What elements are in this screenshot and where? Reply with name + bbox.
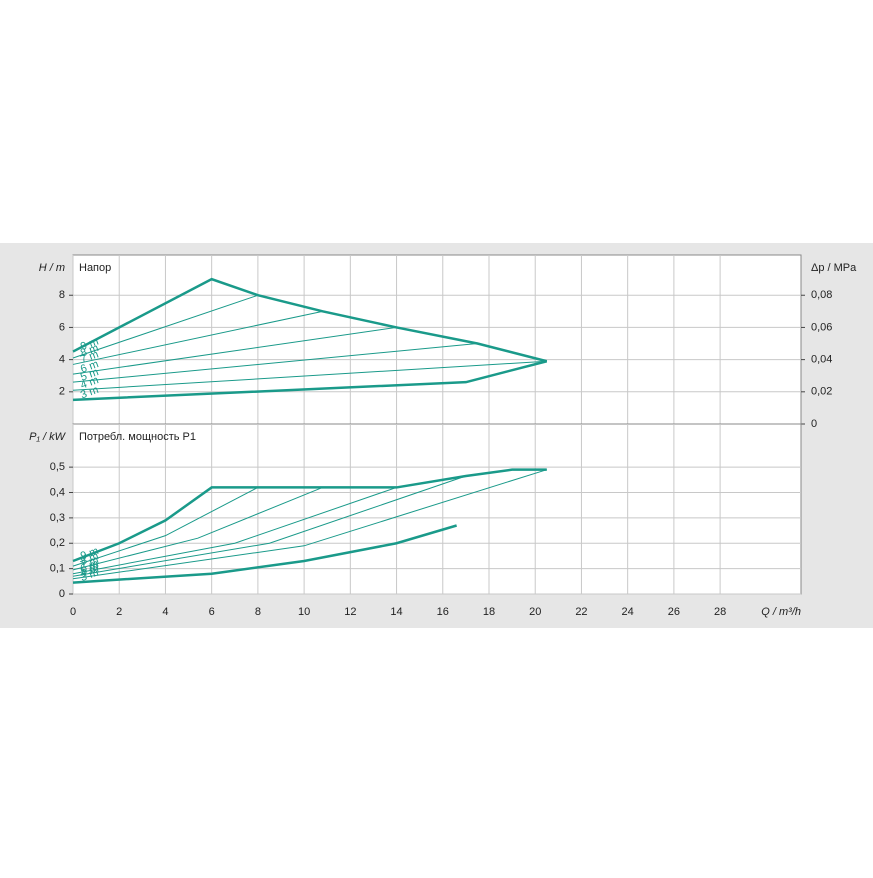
curve-label: 9 m: [79, 545, 100, 563]
curve: [72, 360, 547, 391]
curve-label: 5 m: [79, 560, 100, 578]
curve-label: 8 m: [79, 550, 100, 568]
curve: [72, 468, 547, 563]
curve: [72, 486, 323, 571]
y-axis-label: H / m: [39, 262, 65, 274]
x-tick-label: 28: [714, 606, 726, 618]
x-tick-label: 16: [437, 606, 449, 618]
plot-area: [72, 254, 802, 425]
y-tick-label: 4: [59, 354, 65, 366]
panel-title: Потребл. мощность P1: [79, 431, 196, 443]
y2-tick-label: 0,02: [811, 386, 832, 398]
curve: [72, 310, 323, 365]
y-tick-label: 0: [59, 588, 65, 600]
curve: [72, 360, 548, 402]
curve-label: 5 m: [79, 366, 100, 384]
curve: [72, 475, 467, 577]
y2-tick-label: 0,06: [811, 321, 832, 333]
curve-label: 3 m: [79, 384, 100, 402]
curve-label: 4 m: [79, 563, 100, 581]
y-tick-label: 0,5: [50, 461, 65, 473]
curve: [72, 343, 478, 383]
y-tick-label: 0,2: [50, 537, 65, 549]
x-tick-label: 8: [255, 606, 261, 618]
x-tick-label: 0: [70, 606, 76, 618]
x-tick-label: 6: [209, 606, 215, 618]
curve: [72, 326, 397, 375]
y-axis-label: P₁ / kW: [29, 431, 66, 443]
curve-label: 9 m: [79, 336, 100, 354]
x-axis-label: Q / m³/h: [761, 606, 801, 618]
y2-tick-label: 0,08: [811, 289, 832, 301]
curve-label: 7 m: [79, 554, 100, 572]
y-tick-label: 8: [59, 289, 65, 301]
curve-label: 4 m: [79, 374, 100, 392]
x-tick-label: 14: [390, 606, 402, 618]
x-tick-label: 22: [575, 606, 587, 618]
curve: [72, 486, 259, 567]
x-tick-label: 4: [162, 606, 168, 618]
y-tick-label: 0,4: [50, 486, 65, 498]
x-tick-label: 20: [529, 606, 541, 618]
plot-area: [72, 423, 802, 595]
curve: [72, 469, 547, 580]
x-tick-label: 24: [622, 606, 634, 618]
curve: [72, 524, 457, 584]
curve-label: 3 m: [79, 567, 100, 585]
x-tick-label: 12: [344, 606, 356, 618]
x-tick-label: 26: [668, 606, 680, 618]
y2-tick-label: 0,04: [811, 354, 832, 366]
x-tick-label: 10: [298, 606, 310, 618]
y2-axis-label: Δp / MPa: [811, 262, 857, 274]
y2-tick-label: 0: [811, 418, 817, 430]
y-tick-label: 6: [59, 321, 65, 333]
y-tick-label: 0,3: [50, 512, 65, 524]
curve: [72, 486, 397, 575]
curve: [72, 294, 259, 359]
y-tick-label: 2: [59, 386, 65, 398]
x-tick-label: 2: [116, 606, 122, 618]
curve-label: 7 m: [79, 348, 100, 366]
curve-label: 6 m: [79, 358, 100, 376]
curve-label: 6 m: [79, 558, 100, 576]
panel-title: Напор: [79, 262, 111, 274]
y-tick-label: 0,1: [50, 563, 65, 575]
x-tick-label: 18: [483, 606, 495, 618]
curve-label: 8 m: [79, 342, 100, 360]
